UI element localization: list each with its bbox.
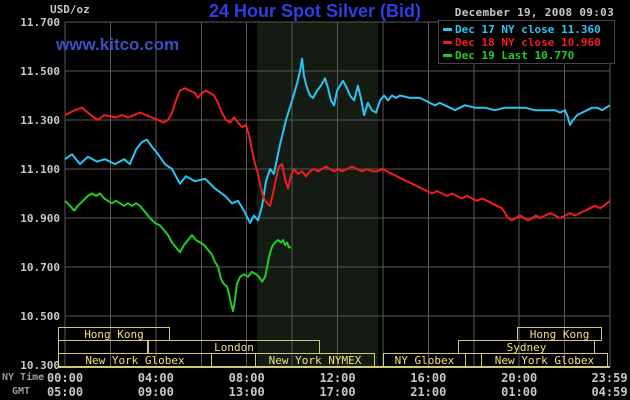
session-box-sydney: Sydney <box>458 340 595 354</box>
x-axis-label-ny: 20:00 <box>501 371 538 385</box>
x-axis-label-gmt: 05:00 <box>46 385 84 399</box>
y-axis-label: 10.300 <box>20 359 60 372</box>
session-box-ny-globex: NY Globex <box>382 353 466 367</box>
y-axis-label: 10.700 <box>20 261 60 274</box>
session-box-hong-kong: Hong Kong <box>58 327 170 341</box>
session-box-london: London <box>148 340 320 354</box>
x-axis-label-gmt: 17:00 <box>319 385 356 399</box>
legend-label: Dec 19 Last 10.770 <box>455 49 575 62</box>
chart-title: 24 Hour Spot Silver (Bid) <box>208 1 422 21</box>
legend: Dec 17 NY close 11.360 Dec 18 NY close 10… <box>438 20 615 64</box>
ny-time-axis-label: NY Time <box>2 372 45 383</box>
x-axis-label-gmt: 04:59 <box>591 385 628 399</box>
legend-item: Dec 19 Last 10.770 <box>439 49 614 62</box>
y-axis-label: 11.500 <box>20 65 60 78</box>
series-line <box>64 57 611 224</box>
x-axis-label-gmt: 09:00 <box>137 385 174 399</box>
session-box-blank <box>58 340 149 354</box>
legend-dash-icon <box>443 54 452 57</box>
legend-label: Dec 18 NY close 10.960 <box>455 36 601 49</box>
legend-item: Dec 17 NY close 11.360 <box>439 23 614 36</box>
x-axis-label-ny: 08:00 <box>228 371 265 385</box>
y-axis-label: 11.300 <box>20 114 60 127</box>
legend-dash-icon <box>443 28 452 31</box>
legend-dash-icon <box>443 41 452 44</box>
x-axis-label-ny: 23:59 <box>591 371 628 385</box>
x-axis-label-gmt: 13:00 <box>228 385 265 399</box>
session-box-new-york-nymex: New York NYMEX <box>255 353 375 367</box>
legend-label: Dec 17 NY close 11.360 <box>455 23 601 36</box>
y-axis-label: 10.500 <box>20 310 60 323</box>
x-axis-label-ny: 16:00 <box>410 371 447 385</box>
x-axis-label-ny: 04:00 <box>137 371 174 385</box>
y-axis-label: 10.900 <box>20 212 60 225</box>
x-axis-label-ny: 12:00 <box>319 371 356 385</box>
session-box-new-york-globex: New York Globex <box>481 353 608 367</box>
session-box-hong-kong: Hong Kong <box>517 327 602 341</box>
x-axis-label-ny: 00:00 <box>46 371 84 385</box>
x-axis-label-gmt: 21:00 <box>410 385 447 399</box>
y-axis-label: 11.700 <box>20 16 60 29</box>
price-unit-label: USD/oz <box>50 3 90 16</box>
gmt-axis-label: GMT <box>12 386 31 397</box>
series-line <box>64 192 291 313</box>
series-line <box>64 87 611 222</box>
nymex-session-band <box>257 22 378 367</box>
legend-item: Dec 18 NY close 10.960 <box>439 36 614 49</box>
kitco-watermark: www.kitco.com <box>56 35 180 54</box>
x-axis-label-gmt: 01:00 <box>501 385 538 399</box>
session-box-new-york-globex: New York Globex <box>58 353 212 367</box>
y-axis-label: 11.100 <box>20 163 60 176</box>
chart-datetime: December 19, 2008 09:03 <box>454 6 614 19</box>
